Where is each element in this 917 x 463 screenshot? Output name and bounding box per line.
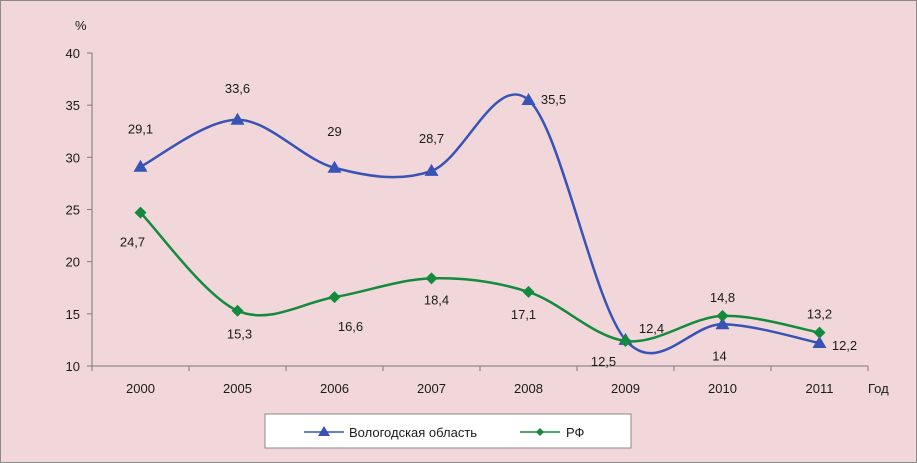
series-rf — [134, 206, 826, 347]
data-label: 12,2 — [832, 338, 857, 353]
series-layer — [133, 92, 827, 355]
triangle-marker — [424, 163, 439, 176]
y-tick-label: 15 — [66, 307, 80, 322]
data-label: 35,5 — [541, 92, 566, 107]
data-label: 16,6 — [338, 319, 363, 334]
data-label: 12,5 — [591, 354, 616, 369]
data-label: 14 — [712, 348, 726, 363]
series-line — [139, 211, 820, 343]
diamond-marker — [813, 326, 826, 339]
data-label: 29,1 — [128, 122, 153, 137]
y-axis: 10 15 20 25 30 35 40 — [66, 46, 93, 374]
legend-triangle-icon — [318, 426, 330, 436]
legend-item-rf: РФ — [520, 425, 585, 440]
x-tick-label: 2005 — [223, 381, 252, 396]
data-label: 29 — [327, 124, 341, 139]
triangle-marker — [327, 160, 342, 173]
diamond-marker — [134, 206, 147, 219]
legend-diamond-icon — [536, 428, 544, 436]
data-label: 24,7 — [120, 235, 145, 250]
triangle-marker — [715, 317, 730, 330]
data-label: 13,2 — [807, 307, 832, 322]
triangle-marker — [812, 336, 827, 349]
y-tick-label: 20 — [66, 255, 80, 270]
y-axis-unit-label: % — [75, 18, 87, 33]
x-axis: 2000 2005 2006 2007 2008 2009 2010 2011 — [91, 365, 869, 396]
x-tick-label: 2009 — [611, 381, 640, 396]
x-tick-label: 2006 — [320, 381, 349, 396]
x-tick-label: 2010 — [708, 381, 737, 396]
y-tick-label: 25 — [66, 203, 80, 218]
legend: Вологодская область РФ — [264, 413, 632, 449]
data-label: 17,1 — [511, 307, 536, 322]
diamond-marker — [231, 304, 244, 317]
y-tick-label: 30 — [66, 150, 80, 165]
data-label: 12,4 — [639, 321, 664, 336]
x-tick-label: 2007 — [417, 381, 446, 396]
data-label: 15,3 — [227, 327, 252, 342]
diamond-marker — [425, 272, 438, 285]
y-tick-label: 35 — [66, 98, 80, 113]
diamond-marker — [522, 285, 535, 298]
x-axis-title: Год — [868, 381, 889, 396]
data-label: 28,7 — [419, 131, 444, 146]
triangle-marker — [133, 159, 148, 172]
legend-item-vologda: Вологодская область — [304, 425, 477, 440]
diamond-marker — [716, 309, 729, 322]
data-labels-layer: 29,1 33,6 29 28,7 35,5 12,5 14 12,2 24,7 15,3 16,6… — [120, 81, 857, 369]
series-line — [139, 93, 820, 355]
triangle-marker — [230, 112, 245, 125]
x-tick-label: 2000 — [126, 381, 155, 396]
legend-label-vologda: Вологодская область — [349, 425, 477, 440]
y-tick-label: 40 — [66, 46, 80, 61]
diamond-marker — [619, 334, 632, 347]
diamond-marker — [328, 291, 341, 304]
x-tick-label: 2008 — [514, 381, 543, 396]
data-label: 14,8 — [710, 290, 735, 305]
legend-label-rf: РФ — [566, 425, 585, 440]
y-tick-label: 10 — [66, 359, 80, 374]
data-label: 33,6 — [225, 81, 250, 96]
triangle-marker — [521, 92, 536, 105]
x-tick-label: 2011 — [806, 381, 834, 396]
data-label: 18,4 — [424, 292, 449, 307]
